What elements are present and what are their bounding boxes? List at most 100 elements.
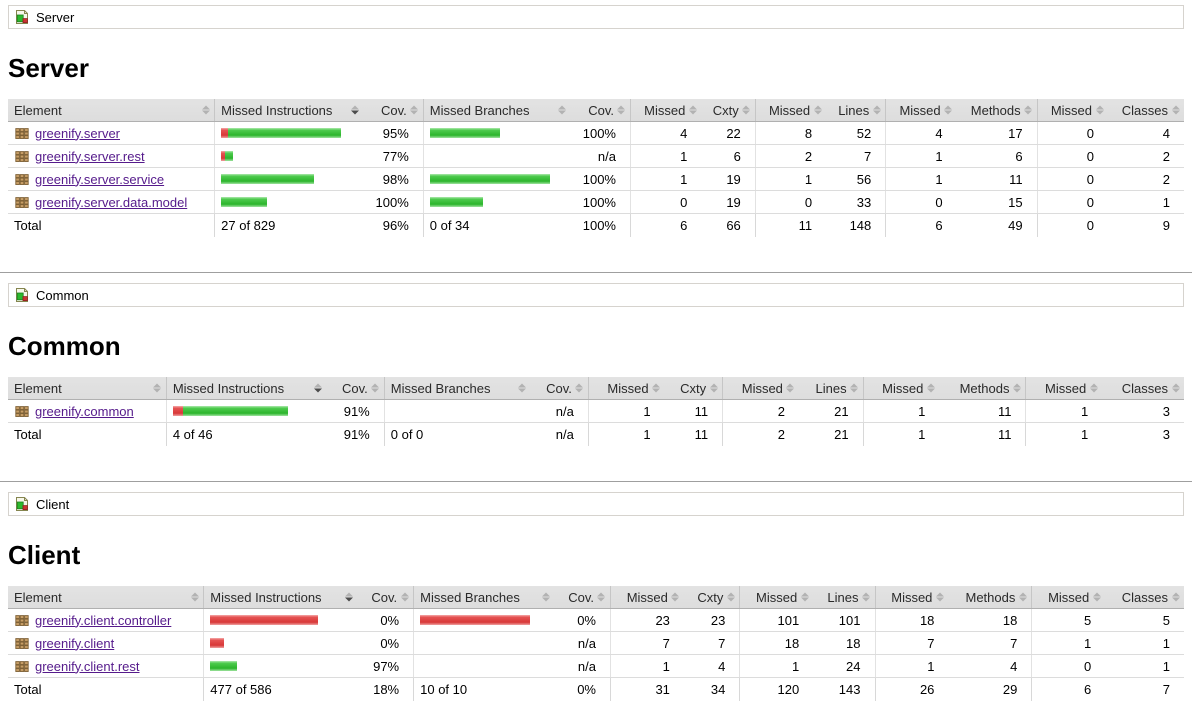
package-link[interactable]: greenify.server.service <box>35 171 165 187</box>
covered-bar-segment <box>182 406 288 416</box>
column-header-missed[interactable]: Missed <box>754 99 827 122</box>
column-header-cov-[interactable]: Cov. <box>570 99 631 122</box>
column-header-methods[interactable]: Methods <box>939 377 1026 400</box>
package-link[interactable]: greenify.common <box>35 403 134 419</box>
column-header-lines[interactable]: Lines <box>798 377 864 400</box>
sort-icon <box>201 105 210 115</box>
instruction-coverage-bar <box>210 661 352 671</box>
column-header-classes[interactable]: Classes <box>1102 377 1184 400</box>
column-label: Missed <box>882 381 924 396</box>
package-link[interactable]: greenify.client <box>35 635 115 651</box>
package-link[interactable]: greenify.server.data.model <box>35 194 188 210</box>
column-header-classes[interactable]: Classes <box>1105 586 1184 609</box>
package-link[interactable]: greenify.server.rest <box>35 148 145 164</box>
column-header-cov-[interactable]: Cov. <box>357 586 414 609</box>
column-label: Cov. <box>588 103 614 118</box>
column-header-element[interactable]: Element <box>8 99 215 122</box>
missed-cxty: 4 <box>629 121 702 145</box>
total-instruction-coverage: 96% <box>363 213 424 237</box>
column-header-missed-instructions[interactable]: Missed Instructions <box>214 99 364 122</box>
column-label: Cov. <box>546 381 572 396</box>
sort-icon <box>709 383 718 393</box>
column-header-lines[interactable]: Lines <box>813 586 875 609</box>
column-header-cov-[interactable]: Cov. <box>363 99 424 122</box>
column-label: Missed Branches <box>390 381 491 396</box>
covered-bar-segment <box>429 128 500 138</box>
package-link[interactable]: greenify.client.controller <box>35 612 172 628</box>
branch-bar-cell <box>422 167 571 191</box>
package-row: greenify.server.service 98% 100% 1 19 1 56 1… <box>8 167 1184 191</box>
column-label: Element <box>14 590 62 605</box>
column-header-missed[interactable]: Missed <box>739 586 814 609</box>
column-header-missed-instructions[interactable]: Missed Instructions <box>165 377 327 400</box>
missed-classes: 0 <box>1036 121 1108 145</box>
missed-methods: 0 <box>885 190 957 214</box>
lines: 18 <box>813 631 875 655</box>
column-label: Classes <box>1121 590 1168 605</box>
column-label: Missed <box>756 590 798 605</box>
column-header-element[interactable]: Element <box>8 377 167 400</box>
column-header-cov-[interactable]: Cov. <box>530 377 589 400</box>
missed-bar-segment <box>420 615 531 625</box>
classes: 1 <box>1105 631 1184 655</box>
cxty: 22 <box>701 121 756 145</box>
package-icon <box>15 406 29 417</box>
total-label: Total <box>8 422 167 446</box>
column-header-missed-branches[interactable]: Missed Branches <box>422 99 571 122</box>
missed-bar-segment <box>172 406 183 416</box>
column-header-missed-branches[interactable]: Missed Branches <box>413 586 555 609</box>
column-header-element[interactable]: Element <box>8 586 204 609</box>
package-link[interactable]: greenify.client.rest <box>35 658 140 674</box>
column-header-missed[interactable]: Missed <box>587 377 665 400</box>
missed-bar-segment <box>210 638 225 648</box>
sort-icon <box>542 592 551 602</box>
missed-lines: 101 <box>739 608 814 632</box>
branch-coverage: 100% <box>570 190 631 214</box>
column-header-missed[interactable]: Missed <box>609 586 684 609</box>
column-header-missed-instructions[interactable]: Missed Instructions <box>203 586 358 609</box>
total-missed-branches: 0 of 34 <box>422 213 571 237</box>
column-header-missed[interactable]: Missed <box>885 99 957 122</box>
total-missed-cxty: 31 <box>609 677 684 701</box>
package-icon <box>15 128 29 139</box>
covered-bar-segment <box>225 151 234 161</box>
instruction-coverage: 95% <box>363 121 424 145</box>
package-link[interactable]: greenify.server <box>35 125 121 141</box>
column-label: Missed Instructions <box>221 103 333 118</box>
total-missed-instructions: 27 of 829 <box>214 213 364 237</box>
column-header-missed-branches[interactable]: Missed Branches <box>383 377 531 400</box>
column-label: Element <box>14 381 62 396</box>
column-header-missed[interactable]: Missed <box>1025 377 1103 400</box>
group-icon <box>16 10 28 24</box>
column-header-missed[interactable]: Missed <box>629 99 702 122</box>
column-header-cxty[interactable]: Cxty <box>683 586 740 609</box>
total-missed-instructions: 4 of 46 <box>165 422 327 446</box>
missed-lines: 2 <box>722 399 799 423</box>
column-header-classes[interactable]: Classes <box>1108 99 1184 122</box>
column-header-missed[interactable]: Missed <box>1036 99 1108 122</box>
total-missed-classes: 6 <box>1031 677 1106 701</box>
branch-coverage: n/a <box>554 654 611 678</box>
column-header-lines[interactable]: Lines <box>826 99 886 122</box>
total-lines: 21 <box>798 422 864 446</box>
missed-classes: 0 <box>1031 654 1106 678</box>
package-icon <box>15 638 29 649</box>
column-header-missed[interactable]: Missed <box>1031 586 1106 609</box>
column-header-cov-[interactable]: Cov. <box>326 377 385 400</box>
column-header-methods[interactable]: Methods <box>956 99 1038 122</box>
column-header-cov-[interactable]: Cov. <box>554 586 611 609</box>
methods: 15 <box>956 190 1038 214</box>
column-header-missed[interactable]: Missed <box>722 377 799 400</box>
total-methods: 29 <box>948 677 1032 701</box>
column-header-methods[interactable]: Methods <box>948 586 1032 609</box>
sort-icon <box>1171 383 1180 393</box>
instruction-bar-cell <box>203 654 358 678</box>
total-missed-methods: 26 <box>874 677 949 701</box>
instruction-coverage: 98% <box>363 167 424 191</box>
column-header-cxty[interactable]: Cxty <box>664 377 723 400</box>
column-header-missed[interactable]: Missed <box>862 377 940 400</box>
column-header-cxty[interactable]: Cxty <box>701 99 756 122</box>
column-header-missed[interactable]: Missed <box>874 586 949 609</box>
instruction-bar-cell <box>214 144 364 168</box>
